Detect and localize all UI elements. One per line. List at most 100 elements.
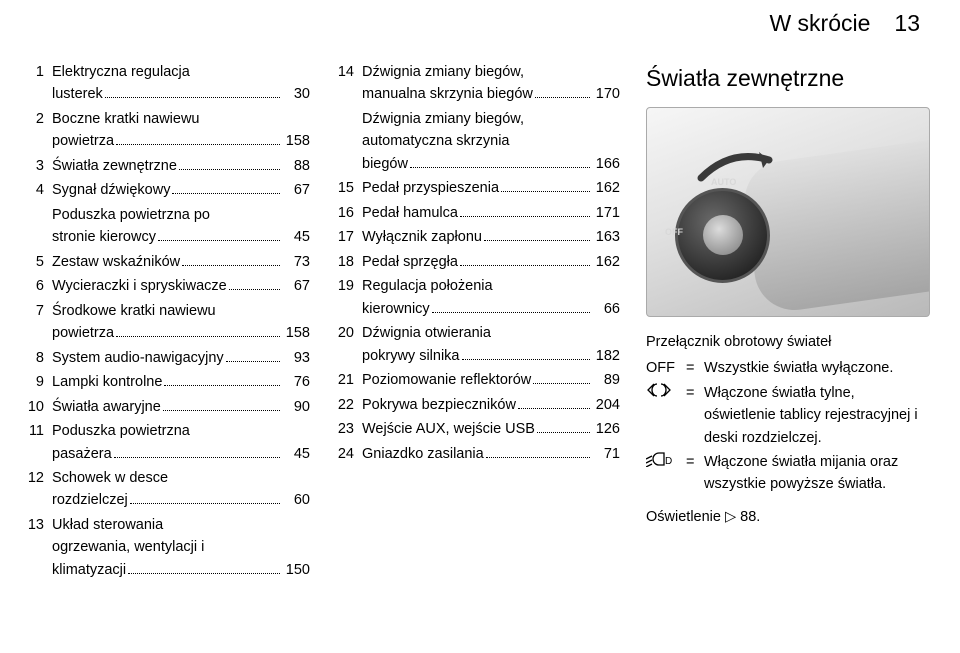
index-line: Sygnał dźwiękowy67	[52, 179, 310, 201]
index-text: Pokrywa bezpieczników	[362, 394, 516, 416]
index-label: Poduszka powietrzna postronie kierowcy 45	[52, 204, 310, 249]
index-text: klimatyzacji	[52, 559, 126, 581]
index-number: 2	[26, 108, 52, 130]
leader-dots	[484, 240, 590, 241]
index-line: Pedał hamulca171	[362, 202, 620, 224]
index-page: 60	[282, 489, 310, 511]
leader-dots	[128, 573, 280, 574]
index-page: 76	[282, 371, 310, 393]
index-label: Pokrywa bezpieczników204	[362, 394, 620, 416]
def-val-low: Włączone światła mijania oraz wszystkie …	[704, 451, 930, 496]
index-label: System audio-nawigacyjny93	[52, 347, 310, 369]
index-page: 170	[592, 83, 620, 105]
index-label: Światła zewnętrzne88	[52, 155, 310, 177]
index-page: 30	[282, 83, 310, 105]
index-page: 88	[282, 155, 310, 177]
index-line: Dźwignia zmiany biegów,	[362, 108, 620, 130]
index-line: powietrza158	[52, 130, 310, 152]
index-row: 7Środkowe kratki nawiewupowietrza158	[26, 300, 310, 345]
index-text: Pedał przyspieszenia	[362, 177, 499, 199]
index-text: Poziomowanie reflektorów	[362, 369, 531, 391]
index-page: 45	[282, 226, 310, 248]
index-page: 67	[282, 179, 310, 201]
index-line: Wycieraczki i spryskiwacze67	[52, 275, 310, 297]
index-label: Pedał przyspieszenia162	[362, 177, 620, 199]
index-line: Pedał sprzęgła162	[362, 251, 620, 273]
leader-dots	[116, 144, 280, 145]
index-number: 10	[26, 396, 52, 418]
index-number: 16	[336, 202, 362, 224]
index-line: Regulacja położenia	[362, 275, 620, 297]
index-label: Boczne kratki nawiewupowietrza158	[52, 108, 310, 153]
leader-dots	[229, 289, 280, 290]
index-page: 90	[282, 396, 310, 418]
index-number: 8	[26, 347, 52, 369]
index-text: automatyczna skrzynia	[362, 130, 509, 152]
index-line: ogrzewania, wentylacji i	[52, 536, 310, 558]
index-text: Regulacja położenia	[362, 275, 493, 297]
index-label: Pedał hamulca171	[362, 202, 620, 224]
index-row: Dźwignia zmiany biegów,automatyczna skrz…	[336, 108, 620, 175]
leader-dots	[172, 193, 280, 194]
index-row: 23Wejście AUX, wejście USB126	[336, 418, 620, 440]
index-text: Lampki kontrolne	[52, 371, 162, 393]
col3-heading: Światła zewnętrzne	[646, 61, 930, 97]
leader-dots	[182, 265, 280, 266]
index-row: 10Światła awaryjne 90	[26, 396, 310, 418]
index-text: pasażera	[52, 443, 112, 465]
index-column-1: 1Elektryczna regulacjalusterek302Boczne …	[26, 61, 310, 583]
leader-dots	[105, 97, 280, 98]
index-row: 12Schowek w descerozdzielczej60	[26, 467, 310, 512]
index-number: 20	[336, 322, 362, 344]
index-line: manualna skrzynia biegów170	[362, 83, 620, 105]
index-row: 14Dźwignia zmiany biegów,manualna skrzyn…	[336, 61, 620, 106]
index-number: 9	[26, 371, 52, 393]
def-val-park: Włączone światła tylne, oświetlenie tabl…	[704, 382, 930, 449]
def-key-off: OFF	[646, 357, 686, 379]
index-label: Układ sterowaniaogrzewania, wentylacji i…	[52, 514, 310, 581]
index-page: 89	[592, 369, 620, 391]
index-text: Światła awaryjne	[52, 396, 161, 418]
index-row: 21Poziomowanie reflektorów89	[336, 369, 620, 391]
index-label: Pedał sprzęgła162	[362, 251, 620, 273]
index-page: 163	[592, 226, 620, 248]
index-line: Elektryczna regulacja	[52, 61, 310, 83]
index-row: 15Pedał przyspieszenia162	[336, 177, 620, 199]
index-text: Schowek w desce	[52, 467, 168, 489]
index-number: 6	[26, 275, 52, 297]
leader-dots	[518, 408, 590, 409]
leader-dots	[535, 97, 590, 98]
index-text: Pedał sprzęgła	[362, 251, 458, 273]
index-line: Dźwignia otwierania	[362, 322, 620, 344]
index-text: Wejście AUX, wejście USB	[362, 418, 535, 440]
knob-label-auto: AUTO	[711, 176, 736, 190]
light-switch-figure: AUTO OFF	[646, 107, 930, 317]
index-number: 3	[26, 155, 52, 177]
index-text: rozdzielczej	[52, 489, 128, 511]
index-line: Zestaw wskaźników73	[52, 251, 310, 273]
leader-dots	[164, 385, 280, 386]
index-row: 19Regulacja położeniakierownicy66	[336, 275, 620, 320]
index-row: 6Wycieraczki i spryskiwacze67	[26, 275, 310, 297]
index-number: 24	[336, 443, 362, 465]
index-line: kierownicy66	[362, 298, 620, 320]
index-row: 24Gniazdko zasilania71	[336, 443, 620, 465]
index-page: 67	[282, 275, 310, 297]
index-text: pokrywy silnika	[362, 345, 460, 367]
index-line: klimatyzacji150	[52, 559, 310, 581]
index-line: Poduszka powietrzna po	[52, 204, 310, 226]
index-text: Pedał hamulca	[362, 202, 458, 224]
index-text: stronie kierowcy	[52, 226, 156, 248]
index-text: powietrza	[52, 322, 114, 344]
index-page: 73	[282, 251, 310, 273]
leader-dots	[179, 169, 280, 170]
index-line: pasażera45	[52, 443, 310, 465]
index-line: lusterek30	[52, 83, 310, 105]
index-line: Światła awaryjne 90	[52, 396, 310, 418]
index-text: Elektryczna regulacja	[52, 61, 190, 83]
index-label: Zestaw wskaźników73	[52, 251, 310, 273]
leader-dots	[501, 191, 590, 192]
index-label: Sygnał dźwiękowy67	[52, 179, 310, 201]
index-line: Schowek w desce	[52, 467, 310, 489]
index-number: 19	[336, 275, 362, 297]
